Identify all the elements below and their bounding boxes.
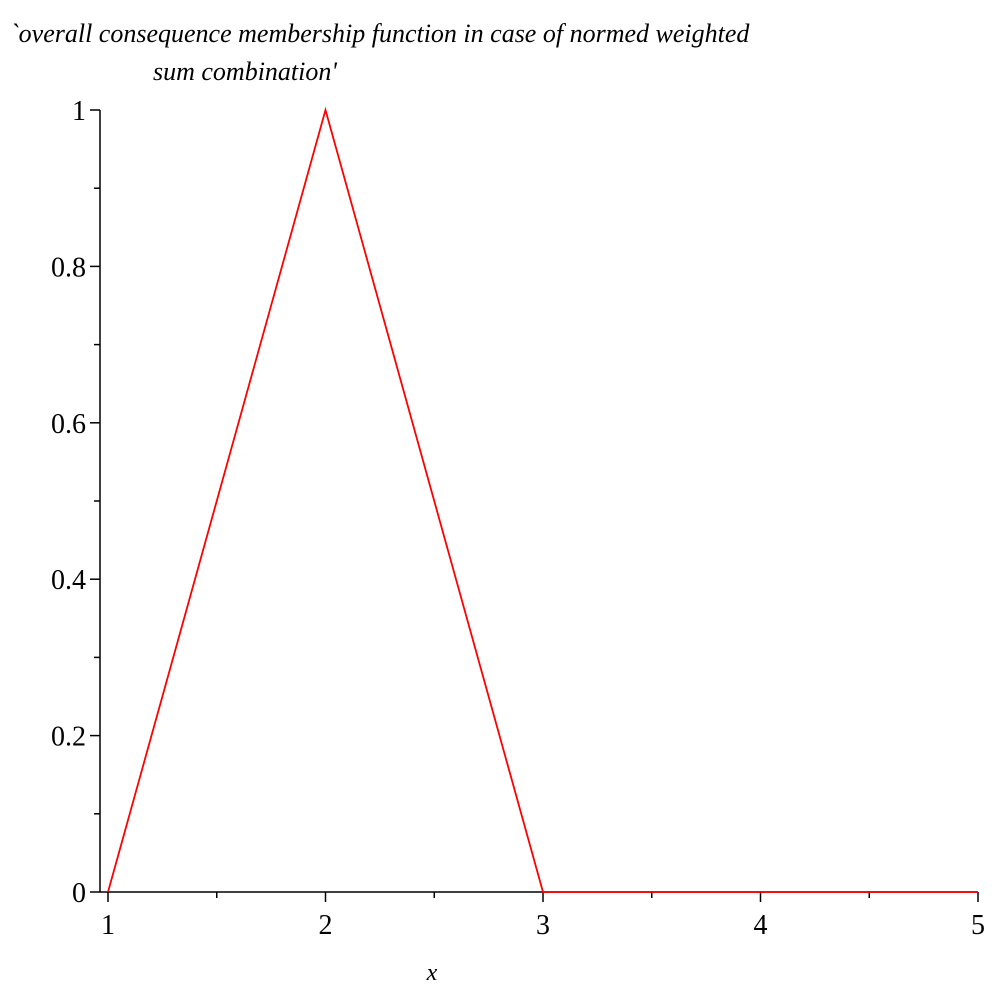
x-tick-label: 3 [536,910,550,941]
series-line [107,106,978,893]
chart-title: `overall consequence membership function… [10,19,750,86]
x-axis-label: x [426,960,438,986]
axes [99,110,978,893]
y-tick-label: 0.6 [51,409,86,440]
tick-labels: 1 2 3 4 5 0 0.2 0.4 0.6 0.8 1 [51,96,985,941]
chart-title-line-1: `overall consequence membership function… [10,19,750,48]
y-tick-label: 0 [72,878,86,909]
ticks [90,109,979,902]
x-tick-label: 5 [971,910,985,941]
x-tick-label: 1 [101,910,115,941]
chart-title-line-2: sum combination' [153,57,337,86]
y-tick-label: 0.8 [51,252,86,283]
y-tick-label: 0.2 [51,722,86,753]
x-tick-label: 2 [319,910,333,941]
y-tick-label: 0.4 [51,565,86,596]
y-tick-label: 1 [72,96,86,127]
x-tick-label: 4 [754,910,768,941]
series-layer [107,106,978,893]
